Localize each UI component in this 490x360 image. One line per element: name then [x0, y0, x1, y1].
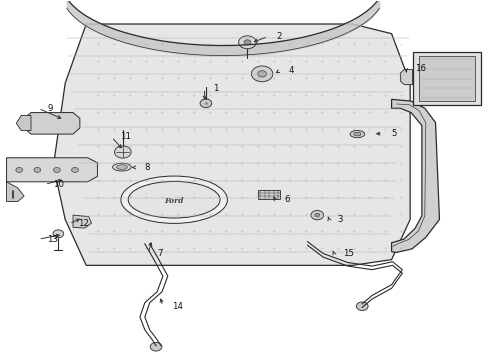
- Circle shape: [356, 302, 368, 311]
- Circle shape: [258, 71, 267, 77]
- Circle shape: [115, 146, 131, 158]
- Circle shape: [16, 167, 23, 172]
- Text: 1: 1: [213, 84, 219, 93]
- Circle shape: [53, 230, 64, 238]
- Polygon shape: [16, 116, 31, 131]
- Polygon shape: [24, 113, 80, 134]
- Circle shape: [150, 342, 162, 351]
- Polygon shape: [53, 24, 410, 265]
- Text: 3: 3: [338, 215, 343, 224]
- Text: 10: 10: [53, 180, 65, 189]
- Text: 9: 9: [47, 104, 52, 113]
- Text: 13: 13: [47, 235, 58, 244]
- Text: 4: 4: [289, 66, 294, 75]
- Ellipse shape: [113, 163, 131, 171]
- Circle shape: [244, 40, 251, 45]
- Text: 5: 5: [392, 129, 397, 138]
- Circle shape: [251, 66, 273, 82]
- Circle shape: [53, 167, 60, 172]
- Polygon shape: [413, 51, 481, 105]
- Polygon shape: [6, 158, 98, 182]
- Polygon shape: [6, 182, 24, 202]
- Polygon shape: [73, 215, 92, 228]
- Text: 11: 11: [121, 132, 131, 141]
- Text: 12: 12: [78, 219, 89, 228]
- Text: Ford: Ford: [165, 197, 184, 205]
- Text: 16: 16: [415, 64, 426, 73]
- Text: 6: 6: [284, 195, 290, 204]
- Ellipse shape: [121, 176, 227, 224]
- Text: 7: 7: [157, 249, 163, 258]
- Circle shape: [315, 213, 320, 217]
- Ellipse shape: [350, 131, 365, 138]
- Text: 8: 8: [145, 163, 150, 172]
- Polygon shape: [400, 69, 413, 85]
- Text: 14: 14: [172, 302, 183, 311]
- Ellipse shape: [128, 181, 220, 218]
- Circle shape: [311, 211, 324, 220]
- Ellipse shape: [354, 132, 361, 136]
- Text: 15: 15: [343, 249, 354, 258]
- Polygon shape: [258, 190, 280, 199]
- Ellipse shape: [117, 165, 127, 170]
- Text: 2: 2: [277, 32, 282, 41]
- Polygon shape: [419, 56, 475, 101]
- Circle shape: [200, 99, 212, 108]
- Circle shape: [72, 167, 78, 172]
- Circle shape: [34, 167, 41, 172]
- Polygon shape: [392, 99, 440, 252]
- Circle shape: [239, 36, 256, 49]
